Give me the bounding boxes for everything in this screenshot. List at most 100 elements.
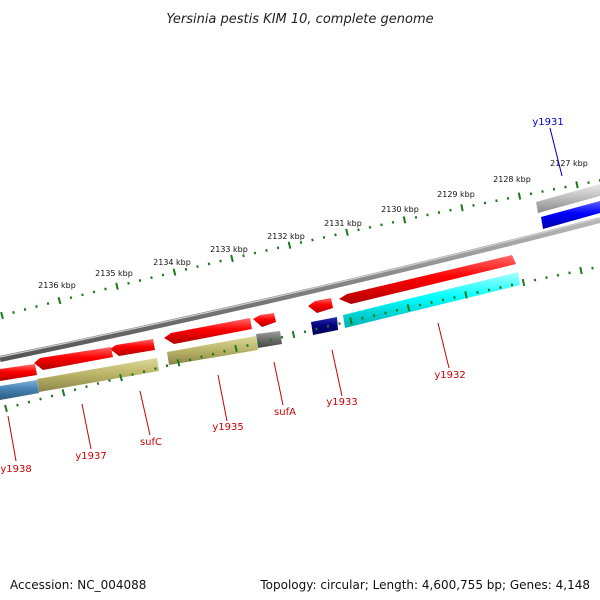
tick-mark	[441, 298, 445, 302]
tick-mark	[138, 279, 142, 282]
tick-mark	[257, 341, 261, 345]
tick-mark	[361, 316, 364, 320]
tick-label-2128: 2128 kbp	[493, 175, 531, 184]
leader-sufC	[139, 390, 151, 436]
tick-mark	[384, 311, 387, 315]
feature-y1933[interactable]	[308, 298, 333, 313]
feature-y1935-olive[interactable]	[167, 336, 258, 365]
tick-mark	[430, 301, 433, 304]
feature-y1935[interactable]	[164, 318, 252, 344]
tick-mark	[406, 304, 411, 312]
genome-backbone-highlight	[0, 217, 600, 358]
feature-y1932[interactable]	[339, 255, 516, 304]
tick-mark	[200, 355, 203, 359]
tick-mark	[242, 254, 245, 258]
tick-mark	[299, 241, 303, 245]
tick-mark	[127, 281, 130, 285]
tick-mark	[418, 303, 422, 307]
tick-mark	[380, 223, 383, 227]
tick-mark	[579, 266, 583, 275]
tick-mark	[12, 311, 15, 314]
leader-y1935	[217, 374, 228, 422]
tick-mark	[437, 211, 441, 215]
tick-mark	[0, 311, 4, 320]
tick-mark	[276, 246, 280, 250]
tick-mark	[345, 228, 349, 236]
tick-mark	[414, 215, 418, 219]
gene-label-sufC[interactable]: sufC	[140, 437, 162, 448]
tick-mark	[464, 291, 468, 299]
tick-mark	[104, 287, 107, 291]
tick-mark	[269, 338, 272, 342]
tick-mark	[172, 268, 177, 276]
gene-label-y1937[interactable]: y1937	[75, 451, 106, 462]
gene-label-y1931[interactable]: y1931	[532, 117, 563, 128]
tick-mark	[372, 314, 376, 318]
tick-label-2127: 2127 kbp	[550, 159, 588, 168]
tick-mark	[115, 282, 119, 290]
tick-mark	[545, 276, 548, 280]
tick-mark	[334, 233, 337, 237]
tick-mark	[207, 262, 211, 266]
feature-y1933-navy[interactable]	[311, 317, 338, 335]
gene-label-y1935[interactable]: y1935	[212, 422, 243, 433]
tick-mark	[510, 283, 514, 287]
tick-mark	[476, 290, 479, 294]
tick-mark	[219, 259, 222, 263]
tick-mark	[23, 308, 27, 311]
gene-label-sufA[interactable]: sufA	[274, 407, 296, 418]
gene-label-y1932[interactable]: y1932	[434, 370, 465, 381]
tick-mark	[196, 265, 199, 269]
tick-mark	[211, 352, 215, 356]
feature-sufA[interactable]	[253, 313, 276, 327]
feature-y1938-steel[interactable]	[0, 380, 39, 400]
tick-mark	[533, 278, 537, 282]
tick-mark	[287, 241, 292, 249]
tick-mark	[338, 322, 341, 326]
tick-mark	[472, 203, 475, 207]
tick-mark	[521, 278, 526, 287]
feature-y1938[interactable]	[0, 364, 37, 381]
tick-mark	[81, 293, 84, 297]
tick-mark	[253, 251, 257, 255]
feature-y1932-cyan[interactable]	[343, 272, 520, 328]
leader-y1932	[437, 322, 450, 369]
tick-mark	[460, 204, 464, 212]
tick-mark	[230, 254, 234, 263]
tick-mark	[176, 359, 181, 367]
gene-label-y1938[interactable]: y1938	[0, 464, 31, 475]
feature-y1937-olive[interactable]	[37, 358, 159, 392]
tick-label-2135: 2135 kbp	[95, 269, 133, 278]
tick-mark	[165, 364, 169, 368]
tick-mark	[131, 373, 134, 377]
tick-mark	[322, 235, 326, 239]
tick-label-2132: 2132 kbp	[267, 232, 305, 241]
feature-y1931-silver[interactable]	[536, 184, 600, 213]
feature-y1931-blue[interactable]	[541, 201, 600, 229]
tick-mark	[150, 276, 153, 280]
tick-mark	[349, 317, 353, 325]
tick-mark	[69, 296, 73, 300]
feature-sufC[interactable]	[110, 339, 155, 356]
tick-mark	[223, 349, 226, 353]
gene-label-y1933[interactable]: y1933	[326, 397, 357, 408]
tick-mark	[142, 370, 146, 374]
tick-label-2131: 2131 kbp	[324, 219, 362, 228]
feature-sufA-gray[interactable]	[256, 331, 282, 348]
tick-mark	[57, 296, 62, 305]
tick-mark	[73, 388, 77, 392]
tick-mark	[391, 220, 395, 224]
tick-mark	[368, 225, 372, 229]
gene-track-primary	[0, 255, 516, 381]
tick-mark	[426, 213, 429, 217]
leader-y1931	[549, 127, 563, 177]
tick-mark	[568, 271, 571, 275]
tick-mark	[280, 335, 284, 339]
tick-label-2134: 2134 kbp	[153, 258, 191, 267]
tick-mark	[487, 288, 491, 292]
feature-y1937[interactable]	[34, 347, 113, 370]
genome-summary-text: Topology: circular; Length: 4,600,755 bp…	[260, 578, 590, 592]
tick-mark	[395, 308, 399, 312]
tick-label-2136: 2136 kbp	[38, 281, 76, 290]
genome-backbone	[0, 217, 600, 362]
